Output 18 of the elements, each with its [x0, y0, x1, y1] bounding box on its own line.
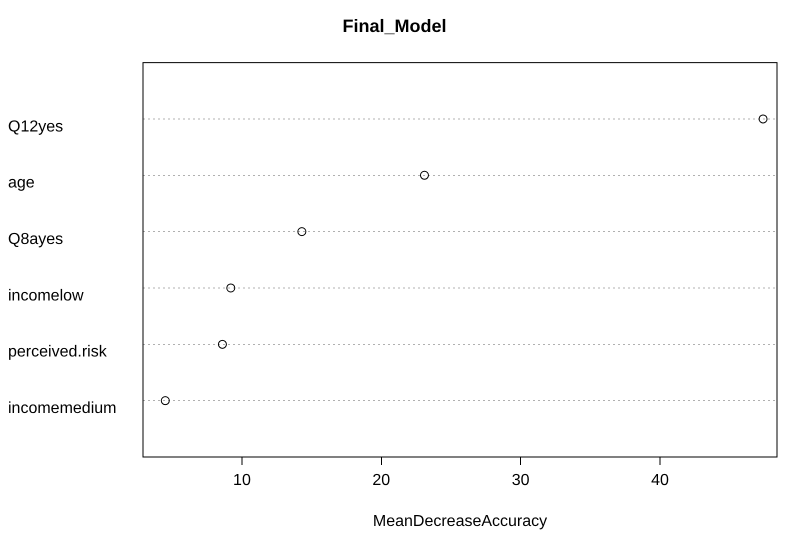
y-tick-label: age: [8, 174, 35, 192]
y-tick-label: incomelow: [8, 287, 84, 304]
x-tick-label: 20: [372, 472, 390, 490]
y-tick-label: Q8ayes: [8, 231, 64, 248]
point: [226, 283, 236, 292]
point: [758, 114, 768, 124]
y-tick-label: Q12yes: [8, 118, 64, 136]
x-tick-label: 10: [233, 472, 251, 490]
x-tick-label: 40: [651, 472, 669, 490]
point: [218, 340, 227, 349]
point: [160, 396, 170, 406]
x-axis-title: MeanDecreaseAccuracy: [372, 512, 548, 530]
x-tick-label: 30: [512, 472, 530, 490]
point: [420, 170, 429, 180]
point: [297, 227, 306, 236]
y-tick-label: incomemedium: [8, 400, 116, 418]
chart-title: Final_Model: [342, 16, 447, 36]
y-tick-label: perceived.risk: [8, 344, 108, 361]
